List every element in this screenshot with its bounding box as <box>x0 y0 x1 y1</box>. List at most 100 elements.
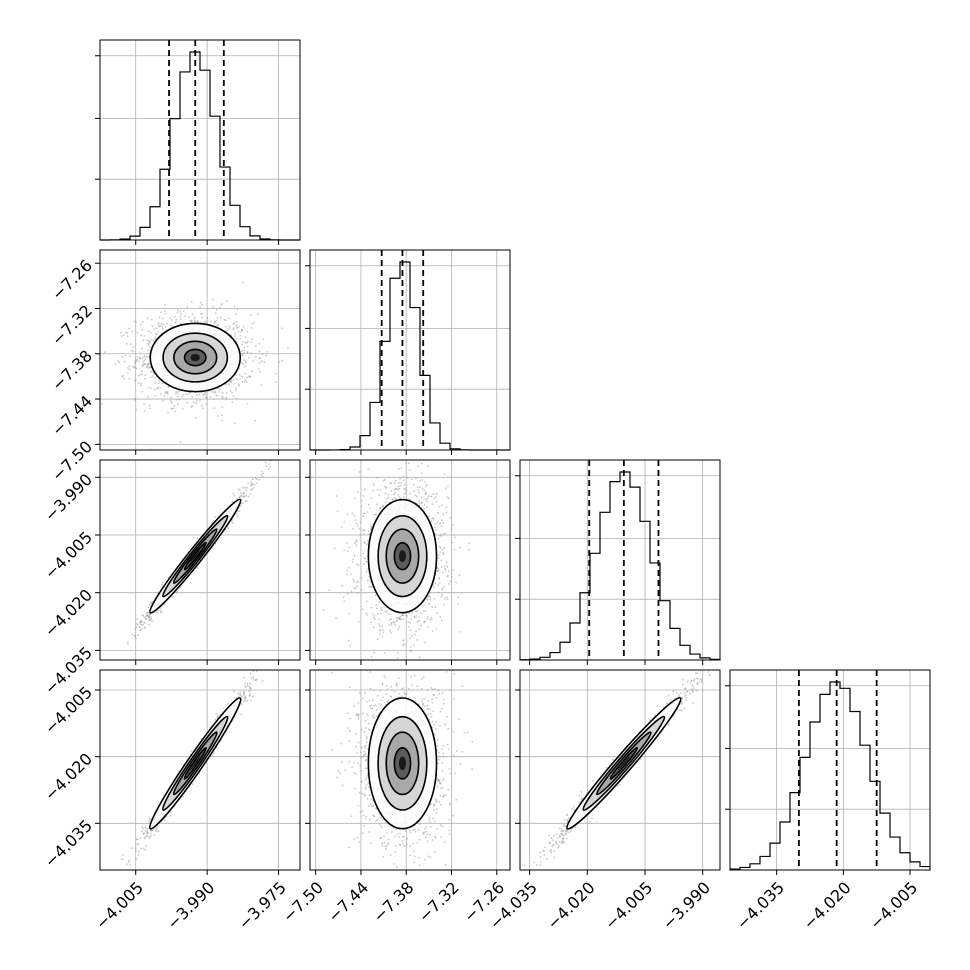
sample-point <box>419 612 422 614</box>
sample-point <box>253 322 256 324</box>
sample-point <box>384 478 386 481</box>
sample-point <box>356 591 359 594</box>
sample-point <box>237 510 240 513</box>
sample-point <box>349 644 352 647</box>
sample-point <box>215 308 218 311</box>
sample-point <box>158 316 161 319</box>
sample-point <box>346 513 349 516</box>
sample-point <box>370 497 373 500</box>
sample-point <box>442 522 445 524</box>
sample-point <box>141 614 144 617</box>
sample-point <box>169 400 172 402</box>
sample-point <box>445 511 448 514</box>
sample-point <box>133 398 136 401</box>
sample-point <box>135 857 138 860</box>
sample-point <box>350 573 353 576</box>
sample-point <box>151 325 154 327</box>
sample-point <box>199 399 201 401</box>
sample-point <box>381 636 384 638</box>
sample-point <box>237 488 240 491</box>
sample-point <box>400 618 402 620</box>
sample-point <box>149 837 151 840</box>
sample-point <box>149 604 151 606</box>
sample-point <box>144 829 147 832</box>
sample-point <box>149 407 151 410</box>
sample-point <box>217 324 220 326</box>
sample-point <box>442 551 444 554</box>
sample-point <box>379 489 382 492</box>
sample-point <box>145 612 148 614</box>
sample-point <box>353 580 355 583</box>
sample-point <box>78 346 80 348</box>
sample-point <box>367 530 370 533</box>
sample-point <box>175 392 177 395</box>
sample-point <box>265 465 268 467</box>
sample-point <box>420 496 423 499</box>
sample-point <box>385 611 388 613</box>
sample-point <box>261 475 264 478</box>
histogram-1 <box>310 261 510 451</box>
sample-point <box>437 557 440 559</box>
sample-point <box>434 606 437 609</box>
sample-point <box>453 534 456 536</box>
sample-point <box>141 357 144 360</box>
sample-point <box>450 576 453 578</box>
sample-point <box>255 670 258 673</box>
sample-point <box>375 604 378 606</box>
sample-point <box>117 359 119 362</box>
sample-point <box>245 360 247 362</box>
sample-point <box>398 617 401 620</box>
sample-point <box>378 494 380 497</box>
sample-point <box>379 507 381 509</box>
sample-point <box>250 677 253 679</box>
sample-point <box>348 546 350 549</box>
sample-point <box>170 318 173 321</box>
sample-point <box>393 493 395 496</box>
sample-point <box>135 849 137 852</box>
sample-point <box>258 350 261 353</box>
sample-point <box>212 398 215 400</box>
sample-point <box>125 342 128 345</box>
sample-point <box>341 584 343 587</box>
sample-point <box>238 496 241 498</box>
sample-point <box>397 481 400 484</box>
sample-point <box>289 625 291 627</box>
sample-point <box>146 339 149 342</box>
sample-point <box>221 406 224 408</box>
sample-point <box>235 397 238 400</box>
sample-point <box>164 326 167 328</box>
sample-point <box>142 339 145 342</box>
sample-point <box>406 476 409 479</box>
sample-point <box>443 702 445 705</box>
sample-point <box>118 361 121 364</box>
sample-point <box>228 327 231 330</box>
sample-point <box>244 341 247 344</box>
sample-point <box>334 547 336 550</box>
sample-point <box>370 585 373 588</box>
sample-point <box>432 586 435 588</box>
sample-point <box>244 336 247 338</box>
sample-point <box>440 619 443 622</box>
sample-point <box>232 492 235 495</box>
sample-point <box>243 691 246 694</box>
sample-point <box>454 536 456 539</box>
sample-point <box>416 620 419 623</box>
sample-point <box>397 485 399 488</box>
sample-point <box>209 396 212 398</box>
sample-point <box>119 875 121 877</box>
sample-point <box>180 313 183 315</box>
sample-point <box>144 374 147 377</box>
sample-point <box>365 560 368 563</box>
sample-point <box>362 515 365 517</box>
sample-point <box>420 502 423 504</box>
sample-point <box>129 343 132 346</box>
sample-point <box>385 487 387 489</box>
sample-point <box>141 365 144 368</box>
sample-point <box>250 481 252 483</box>
sample-point <box>256 664 258 666</box>
sample-point <box>268 463 271 465</box>
sample-point <box>265 354 268 357</box>
sample-point <box>152 834 155 836</box>
sample-point <box>421 479 424 481</box>
sample-point <box>415 615 418 617</box>
